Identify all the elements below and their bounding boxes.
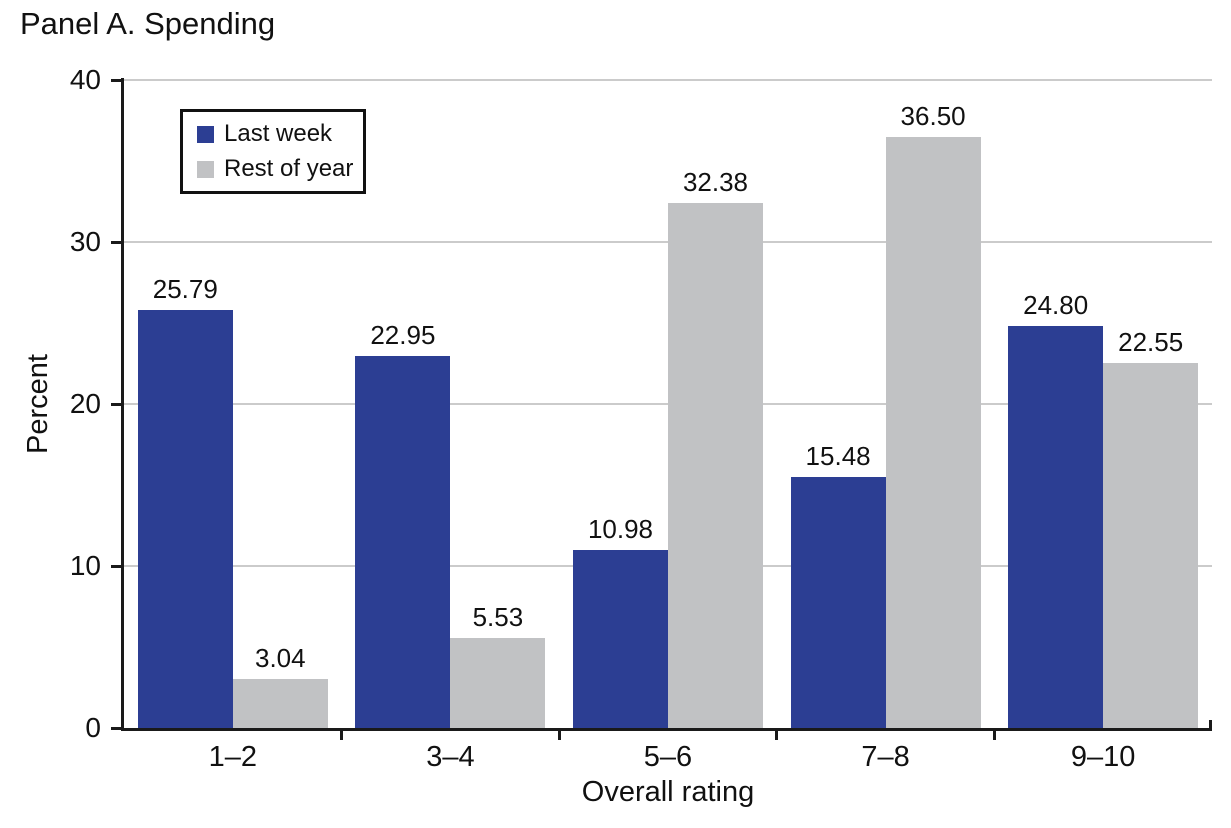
legend-swatch-last-week-icon: [197, 125, 214, 143]
value-label-rest-of-year-5-6: 32.38: [682, 167, 749, 198]
value-label-rest-of-year-3-4: 5.53: [472, 602, 524, 633]
x-tick-3: [775, 731, 779, 740]
x-tick-label-7-8: 7–8: [861, 741, 910, 773]
x-tick-label-5-6: 5–6: [643, 741, 693, 773]
y-tick-10: [111, 564, 122, 568]
bar-last-week-5-6: [573, 550, 668, 728]
legend-swatch-rest-of-year-icon: [197, 160, 214, 178]
bar-rest-of-year-5-6: [668, 203, 763, 728]
value-label-last-week-1-2: 25.79: [152, 274, 218, 305]
legend-label-last-week: Last week: [224, 120, 333, 147]
x-tick-label-9-10: 9–10: [1070, 741, 1136, 773]
value-label-last-week-3-4: 22.95: [370, 320, 436, 351]
y-tick-label-10: 10: [69, 550, 101, 581]
y-axis-line: [121, 78, 124, 731]
bar-last-week-1-2: [137, 310, 233, 728]
legend-item-last-week: Last week: [197, 120, 363, 148]
y-tick-40: [111, 78, 122, 82]
x-tick-2: [557, 731, 561, 740]
bar-last-week-9-10: [1008, 326, 1104, 728]
value-label-last-week-7-8: 15.48: [805, 441, 871, 472]
x-tick-label-3-4: 3–4: [426, 741, 475, 773]
legend-item-rest-of-year: Rest of year: [197, 155, 363, 183]
bar-last-week-3-4: [355, 356, 451, 728]
x-tick-4: [992, 731, 996, 740]
y-tick-label-40: 40: [69, 64, 101, 95]
bar-rest-of-year-1-2: [232, 678, 328, 728]
bar-rest-of-year-9-10: [1103, 362, 1199, 728]
value-label-rest-of-year-1-2: 3.04: [254, 642, 306, 673]
value-label-last-week-5-6: 10.98: [587, 514, 654, 545]
bar-rest-of-year-7-8: [885, 136, 981, 728]
x-tick-1: [340, 731, 344, 740]
y-tick-20: [111, 402, 122, 406]
y-tick-30: [111, 240, 122, 244]
x-axis-title: Overall rating: [581, 776, 755, 808]
bar-last-week-7-8: [790, 477, 886, 728]
y-tick-label-20: 20: [69, 388, 101, 419]
legend: Last week Rest of year: [180, 109, 366, 194]
gridline-40: [124, 79, 1212, 81]
y-tick-0: [111, 726, 122, 730]
y-tick-label-30: 30: [69, 226, 101, 257]
value-label-last-week-9-10: 24.80: [1023, 290, 1089, 321]
x-tick-label-1-2: 1–2: [208, 741, 257, 773]
value-label-rest-of-year-7-8: 36.50: [900, 100, 966, 131]
chart-title: Panel A. Spending: [20, 6, 276, 41]
y-tick-label-0: 0: [85, 712, 101, 743]
x-axis-end-tick: [1209, 720, 1212, 731]
legend-label-rest-of-year: Rest of year: [224, 155, 354, 182]
bar-rest-of-year-3-4: [450, 638, 546, 728]
plot-area: 0 10 20 30 40 25.79 3.04 1–2 22.95 5.53 3–4 10.98 32…: [70, 65, 1212, 773]
x-axis-line: [121, 728, 1212, 731]
value-label-rest-of-year-9-10: 22.55: [1118, 326, 1184, 357]
